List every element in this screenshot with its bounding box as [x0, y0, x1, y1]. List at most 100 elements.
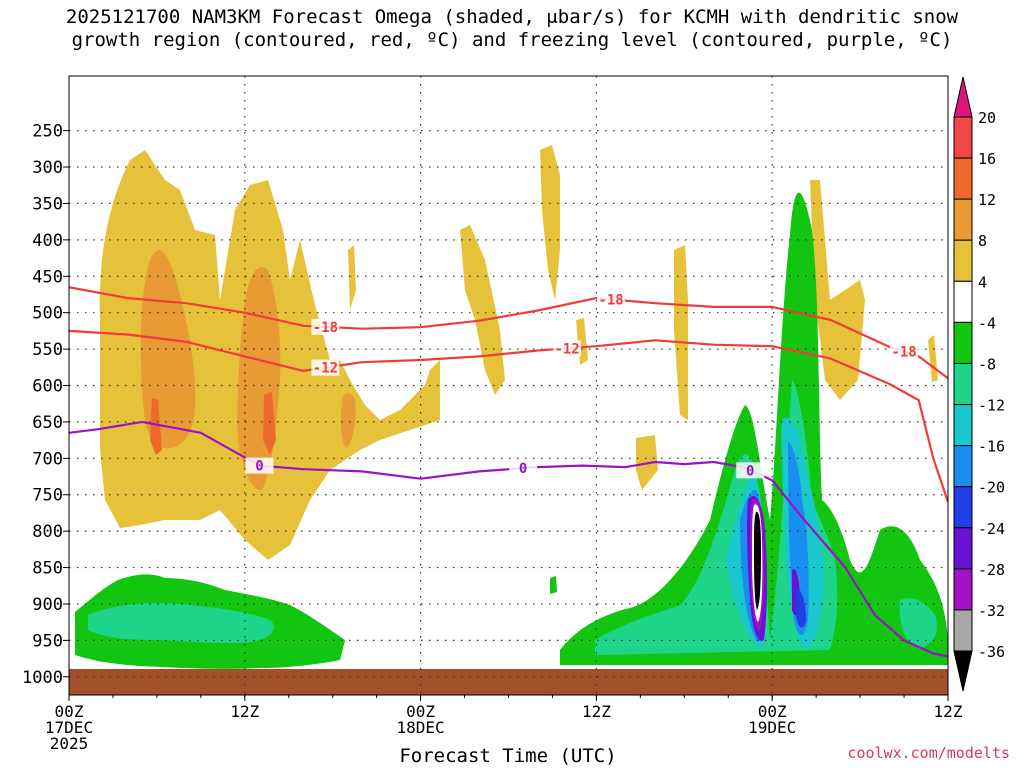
plot-frame — [68, 75, 949, 696]
x-tick-label: 12Z — [230, 702, 259, 721]
contour-label-bg — [245, 457, 274, 474]
ground-surface — [69, 669, 948, 695]
contours: -18 -18 -18 -12 -12 0 0 0 — [69, 286, 948, 658]
x-tick-label: 00Z — [55, 702, 84, 721]
x-tick-label: 00Z — [758, 702, 787, 721]
x-tick-label: 17DEC — [45, 718, 93, 737]
omega-sinking-area-7 — [460, 225, 505, 395]
contour-label-bg — [509, 460, 538, 477]
contour-label: 0 — [255, 459, 263, 475]
x-axis-title-text: Forecast Time (UTC) — [399, 745, 617, 767]
contour-label-bg — [311, 359, 340, 376]
y-tick-label: 800 — [32, 522, 63, 542]
chart-title-line1: 2025121700 NAM3KM Forecast Omega (shaded… — [65, 6, 959, 28]
contour-line — [69, 420, 948, 658]
contour-label: 0 — [519, 461, 527, 477]
contour-label: -12 — [313, 361, 338, 377]
colorbar-label: -20 — [978, 479, 1005, 497]
y-tick-label: 250 — [32, 122, 63, 142]
contour-label: 0 — [746, 463, 754, 479]
omega-sinking-area-4 — [340, 393, 356, 448]
contour-label: -18 — [313, 320, 338, 336]
omega-sinking-area-9 — [348, 245, 356, 310]
credit-link[interactable]: coolwx.com/modelts — [847, 744, 1010, 762]
omega-rising-area-11 — [796, 589, 806, 628]
colorbar-label: -28 — [978, 561, 1005, 579]
contour-label: -18 — [891, 345, 916, 361]
colorbar-band — [953, 116, 973, 159]
omega-rising-area-13 — [550, 576, 557, 594]
y-tick-label: 600 — [32, 377, 63, 397]
omega-sinking-area-14 — [928, 335, 938, 382]
contour-label: -12 — [554, 341, 579, 357]
y-tick-label: 1000 — [22, 668, 63, 688]
y-tick-label: 300 — [32, 158, 63, 178]
x-tick-label: 12Z — [582, 702, 611, 721]
colorbar-label: -36 — [978, 643, 1005, 661]
colorbar-band — [953, 321, 973, 364]
y-tick-label: 900 — [32, 595, 63, 615]
colorbar-band — [953, 362, 973, 406]
colorbar-band — [953, 280, 973, 323]
colorbar-label: -8 — [978, 355, 996, 373]
contour-line — [69, 286, 948, 380]
colorbar-label: 4 — [978, 273, 987, 291]
axes: 250 300 350 400 450 500 550 600 650 700 750 800 850 9… — [22, 75, 963, 753]
colorbar-band — [953, 76, 973, 118]
omega-sinking-area-13 — [810, 180, 865, 400]
y-tick-label: 850 — [32, 559, 63, 579]
colorbar-band — [953, 650, 973, 692]
contour-label-bg — [597, 291, 626, 308]
colorbar-band — [953, 527, 973, 570]
y-tick-label: 750 — [32, 486, 63, 506]
contour-label: -18 — [598, 292, 623, 308]
omega-sinking-area-11 — [674, 245, 688, 420]
y-tick-label: 650 — [32, 413, 63, 433]
omega-rising-area-2 — [88, 603, 274, 643]
y-tick-label: 950 — [32, 631, 63, 651]
colorbar-label: -16 — [978, 438, 1005, 456]
x-tick-label: 19DEC — [748, 718, 796, 737]
omega-sinking-area-6 — [263, 392, 276, 455]
omega-rising-area-3 — [560, 192, 948, 665]
omega-sinking-area-5 — [150, 398, 162, 455]
y-tick-label: 450 — [32, 267, 63, 287]
colorbar-label: -4 — [978, 314, 996, 332]
y-tick-label: 500 — [32, 304, 63, 324]
x-tick-label: 18DEC — [397, 718, 445, 737]
colorbar-label: -32 — [978, 602, 1005, 620]
colorbar-band — [953, 198, 973, 241]
y-tick-label: 550 — [32, 340, 63, 360]
colorbar-label: -12 — [978, 397, 1005, 415]
omega-shading — [75, 145, 948, 669]
x-tick-label: 2025 — [50, 734, 89, 753]
omega-rising-area-12 — [899, 598, 937, 648]
omega-rising-area-10 — [754, 511, 761, 610]
colorbar-band — [953, 568, 973, 611]
contour-label-bg — [890, 343, 919, 360]
colorbar: 20 16 12 8 4 -4 -8 -12 -16 -20 -24 -28 -32 -36 — [953, 76, 1005, 692]
colorbar-band — [953, 157, 973, 200]
x-tick-label: 00Z — [406, 702, 435, 721]
chart-title-line2: growth region (contoured, red, ºC) and f… — [71, 29, 953, 51]
contour-label-bg — [311, 318, 340, 335]
colorbar-band — [953, 486, 973, 529]
x-tick-label: 12Z — [934, 702, 963, 721]
y-tick-label: 700 — [32, 449, 63, 469]
colorbar-band — [953, 445, 973, 488]
y-tick-label: 350 — [32, 194, 63, 214]
colorbar-label: -24 — [978, 520, 1005, 538]
contour-label-bg — [736, 462, 765, 479]
omega-rising-area-4 — [595, 380, 838, 655]
omega-sinking-area-8 — [540, 145, 560, 300]
colorbar-label: 12 — [978, 191, 996, 209]
colorbar-band — [953, 239, 973, 282]
colorbar-band — [953, 609, 973, 652]
colorbar-label: 8 — [978, 232, 987, 250]
chart-title: 2025121700 NAM3KM Forecast Omega (shaded… — [0, 6, 1024, 52]
colorbar-label: 20 — [978, 109, 996, 127]
colorbar-label: 16 — [978, 150, 996, 168]
x-axis-title: Forecast Time (UTC) — [0, 745, 1024, 767]
contour-label-bg — [553, 340, 582, 357]
